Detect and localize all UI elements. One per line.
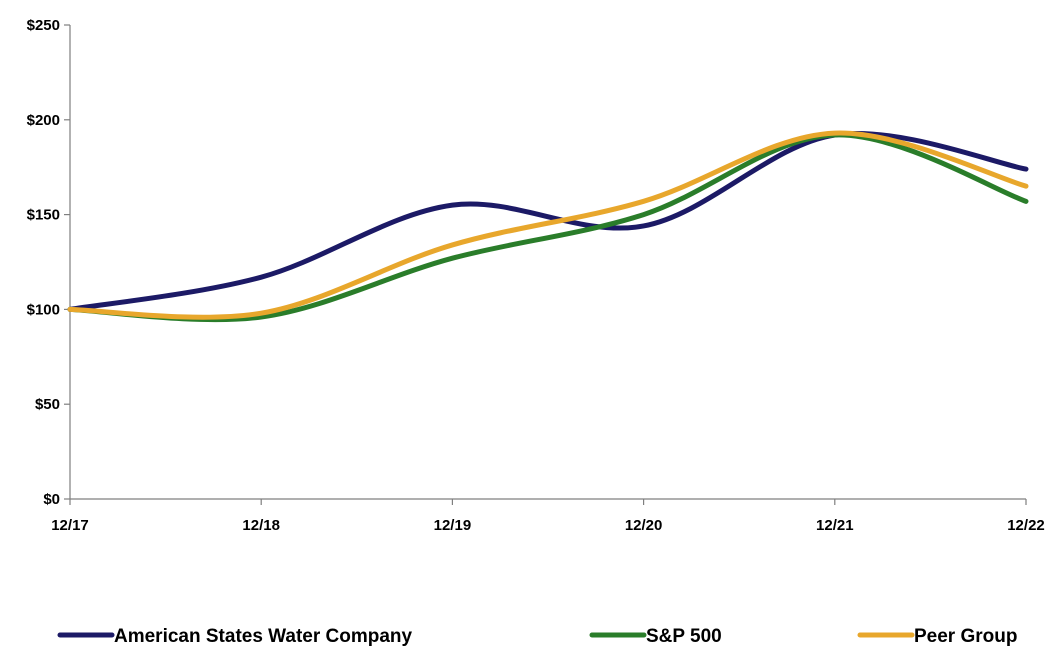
x-tick-label: 12/17 (51, 517, 89, 534)
y-tick-label: $200 (27, 112, 60, 129)
y-tick-label: $250 (27, 17, 60, 34)
legend-label-peer-group: Peer Group (914, 626, 1017, 647)
series-line-sandp-500 (67, 132, 1029, 323)
x-tick-label: 12/21 (816, 517, 854, 534)
y-tick-label: $100 (27, 301, 60, 318)
x-tick-label: 12/19 (434, 517, 472, 534)
legend-label-sandp-500: S&P 500 (646, 626, 722, 647)
axes (69, 25, 1026, 500)
x-tick-label: 12/22 (1007, 517, 1045, 534)
legend: American States Water Company S&P 500 Peer… (57, 626, 1017, 647)
legend-label-american-states-water-company: American States Water Company (114, 626, 413, 647)
x-tick-label: 12/20 (625, 517, 663, 534)
y-tick-label: $50 (35, 396, 60, 413)
y-tick-label: $0 (43, 491, 60, 508)
x-axis-ticks: 12/17 12/18 12/19 12/20 12/21 12/22 (51, 499, 1045, 534)
series-lines (67, 130, 1029, 323)
series-line-peer-group (67, 130, 1029, 320)
y-tick-label: $150 (27, 207, 60, 224)
x-tick-label: 12/18 (242, 517, 280, 534)
y-axis-ticks: $0 $50 $100 $150 $200 $250 (27, 17, 70, 508)
